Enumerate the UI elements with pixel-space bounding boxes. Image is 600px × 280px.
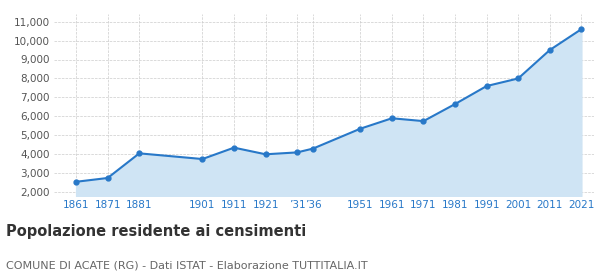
Text: COMUNE DI ACATE (RG) - Dati ISTAT - Elaborazione TUTTITALIA.IT: COMUNE DI ACATE (RG) - Dati ISTAT - Elab… [6,260,368,270]
Text: Popolazione residente ai censimenti: Popolazione residente ai censimenti [6,224,306,239]
